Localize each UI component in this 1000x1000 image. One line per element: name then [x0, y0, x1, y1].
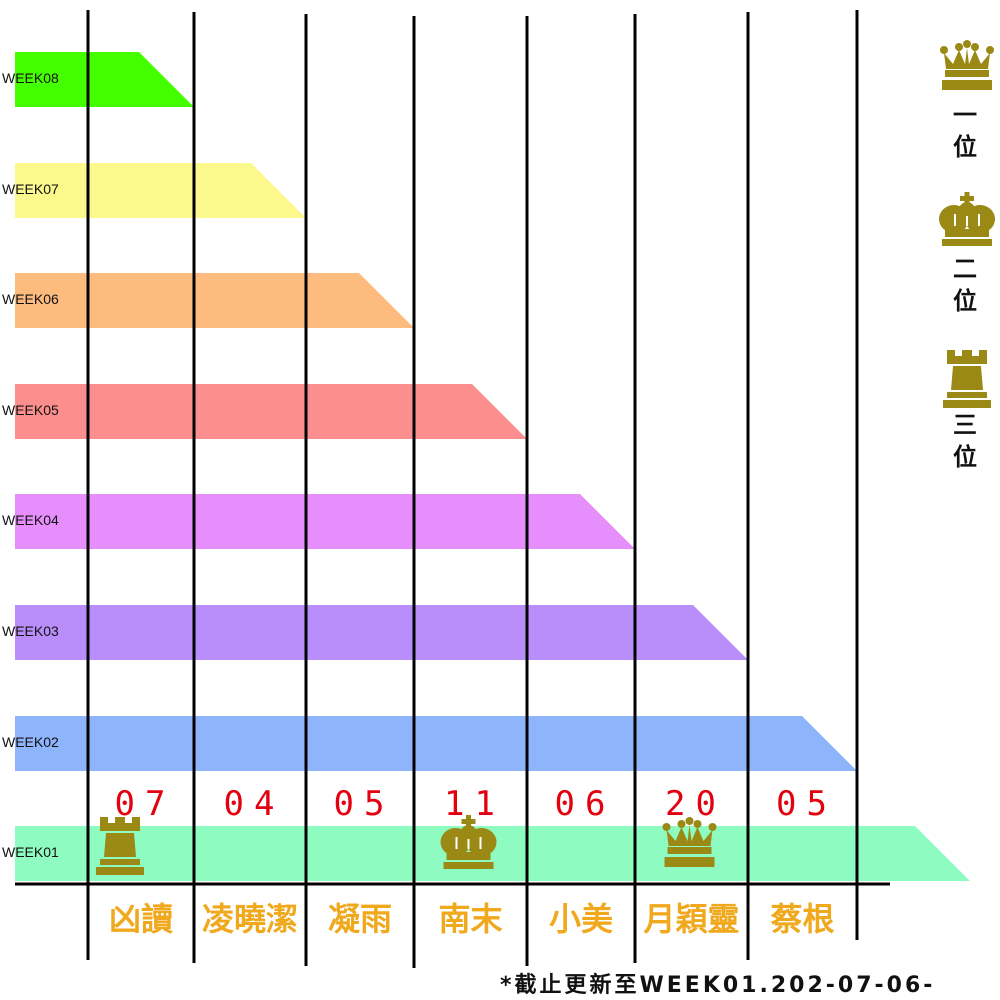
- score-row: 07 04 05 11 06 20 05: [115, 784, 837, 824]
- legend-rank-label: 位: [953, 287, 977, 315]
- candidate-name: 凌曉潔: [202, 900, 298, 938]
- week-bar-week05: [15, 384, 527, 439]
- week-label: WEEK03: [2, 623, 59, 639]
- week-bar-week04: [15, 494, 635, 549]
- candidate-name: 凶讀: [109, 900, 173, 938]
- king-icon: [938, 191, 996, 247]
- column-gridlines: [15, 10, 890, 968]
- queen-icon: [940, 40, 994, 90]
- candidate-names: 凶讀 凌曉潔 凝雨 南末 小美 月穎靈 蔡根: [109, 900, 835, 938]
- candidate-name: 蔡根: [770, 900, 834, 938]
- candidate-name: 凝雨: [328, 900, 392, 938]
- legend-rank-label: 位: [953, 443, 977, 471]
- week-label: WEEK02: [2, 734, 59, 750]
- week-label: WEEK04: [2, 512, 59, 528]
- week-label: WEEK05: [2, 402, 59, 418]
- week-bar-week02: [15, 716, 857, 771]
- candidate-score: 05: [334, 784, 395, 824]
- candidate-score: 06: [555, 784, 616, 824]
- candidate-score: 20: [665, 784, 726, 824]
- candidate-score: 05: [776, 784, 837, 824]
- week-bar-week08: [15, 52, 194, 107]
- candidate-name: 月穎靈: [643, 900, 739, 938]
- legend-rank-label: 位: [953, 133, 977, 161]
- week-label: WEEK07: [2, 181, 59, 197]
- week-bar-week06: [15, 273, 414, 328]
- update-footnote: *截止更新至WEEK01.202-07-06-: [500, 972, 935, 998]
- week-bar-week03: [15, 605, 748, 660]
- legend-rank-label: 二: [953, 255, 977, 283]
- candidate-name: 南末: [438, 900, 502, 938]
- candidate-name: 小美: [549, 900, 613, 938]
- week-bar-week01: [15, 826, 970, 881]
- legend-rank-label: 三: [953, 411, 977, 439]
- rook-icon: [943, 350, 991, 408]
- candidate-score: 11: [444, 784, 505, 824]
- candidate-score: 04: [224, 784, 285, 824]
- week-label: WEEK08: [2, 70, 59, 86]
- week-label: WEEK06: [2, 291, 59, 307]
- legend-rank-label: 一: [953, 101, 977, 129]
- week-bars: WEEK08 WEEK07 WEEK06 WEEK05 WEEK04 WEEK03 WEEK…: [2, 52, 970, 881]
- week-label: WEEK01: [2, 844, 59, 860]
- queen-icon: [662, 817, 717, 867]
